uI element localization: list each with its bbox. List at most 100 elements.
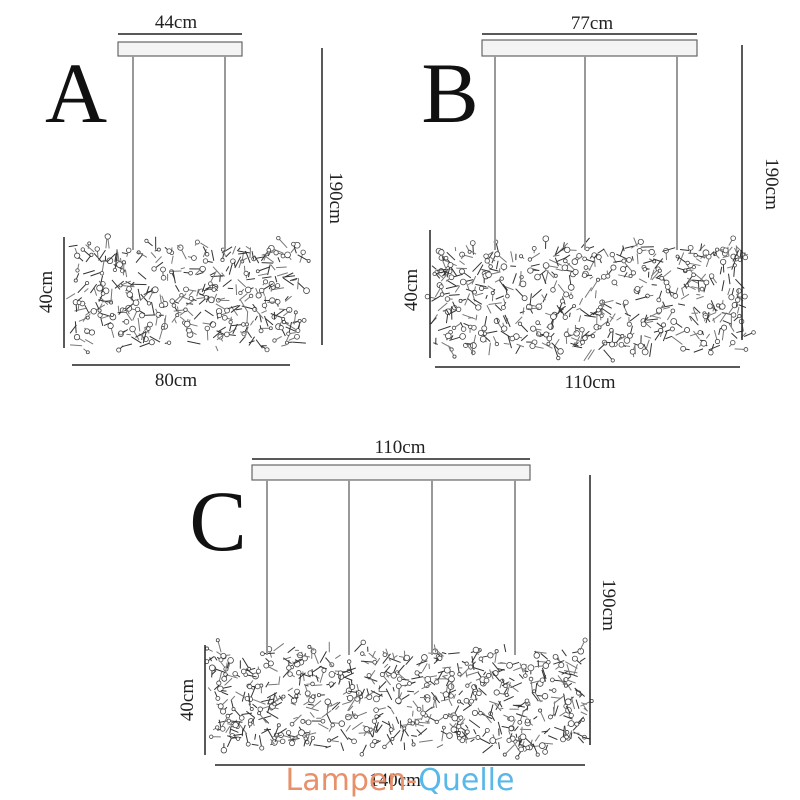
- branch: [494, 703, 502, 712]
- branch: [445, 309, 451, 316]
- crystal: [286, 665, 292, 671]
- crystal: [574, 721, 580, 727]
- crystal: [424, 676, 432, 683]
- branch: [554, 726, 565, 732]
- branch: [178, 293, 187, 303]
- crystal: [146, 326, 151, 331]
- crystal: [97, 308, 102, 313]
- branch: [210, 270, 218, 283]
- crystal: [420, 710, 426, 717]
- branch: [693, 306, 701, 314]
- crystal: [519, 733, 527, 741]
- branch: [384, 663, 389, 668]
- crystal: [88, 329, 96, 336]
- branch: [221, 691, 229, 696]
- crystal: [328, 681, 335, 687]
- branch: [236, 247, 241, 252]
- branch: [540, 653, 549, 660]
- branch: [448, 294, 460, 296]
- crystal: [199, 265, 206, 273]
- branch: [662, 247, 676, 252]
- crystal: [73, 278, 78, 283]
- branch: [384, 671, 390, 678]
- branch: [287, 693, 295, 700]
- branch: [426, 714, 432, 724]
- branch: [135, 331, 147, 338]
- branch: [182, 296, 190, 301]
- crystal: [460, 326, 467, 332]
- branch: [335, 705, 340, 710]
- branch: [335, 654, 341, 659]
- crystal: [298, 729, 305, 737]
- branch: [436, 744, 444, 749]
- crystal: [171, 303, 177, 308]
- branch: [552, 254, 560, 257]
- crystal: [147, 321, 153, 328]
- branch: [471, 275, 477, 285]
- branch: [465, 280, 470, 290]
- branch: [124, 269, 128, 278]
- branch: [687, 262, 701, 267]
- branch: [400, 724, 409, 737]
- branch: [395, 716, 400, 725]
- crystal: [224, 307, 230, 314]
- branch: [214, 656, 218, 661]
- branch: [284, 295, 292, 302]
- crystal: [221, 314, 228, 321]
- branch: [523, 670, 529, 673]
- branch: [555, 268, 563, 272]
- crystal: [303, 736, 308, 741]
- branch: [227, 304, 239, 310]
- branch: [583, 349, 592, 362]
- branch: [103, 321, 112, 326]
- crystal: [432, 271, 437, 277]
- crystal: [708, 273, 715, 279]
- crystal: [151, 266, 157, 272]
- branch: [288, 738, 300, 741]
- branch: [418, 728, 428, 737]
- crystal: [472, 289, 477, 295]
- canopy: [251, 464, 531, 481]
- branch: [515, 316, 523, 325]
- variant-letter: C: [189, 473, 246, 569]
- branch: [589, 276, 594, 280]
- branch: [609, 315, 614, 320]
- branch: [465, 671, 480, 677]
- branch: [574, 687, 585, 697]
- branch: [441, 727, 445, 742]
- crystal: [443, 713, 449, 720]
- crystal: [134, 306, 141, 313]
- branch: [298, 674, 302, 686]
- branch: [386, 734, 394, 746]
- crystal: [379, 672, 385, 677]
- crystal: [471, 709, 479, 716]
- branch: [496, 317, 499, 324]
- branch: [622, 303, 629, 316]
- branch: [225, 251, 232, 258]
- crystal: [274, 299, 281, 305]
- crystal: [505, 293, 510, 299]
- branch: [246, 278, 256, 281]
- crystal: [508, 715, 515, 722]
- crystal: [582, 637, 588, 643]
- branch: [267, 697, 271, 705]
- crystal: [719, 303, 726, 310]
- branch: [328, 661, 333, 667]
- branch: [282, 277, 295, 286]
- crystal: [188, 296, 194, 301]
- crystal: [289, 740, 295, 747]
- crystal: [278, 325, 284, 331]
- branch: [364, 690, 376, 699]
- branch: [463, 729, 467, 744]
- branch: [242, 724, 246, 732]
- branch: [416, 660, 428, 666]
- branch: [296, 654, 310, 658]
- branch: [264, 315, 269, 327]
- branch: [330, 701, 339, 707]
- branch: [535, 682, 538, 693]
- branch: [151, 301, 155, 315]
- crystal: [275, 283, 281, 289]
- branch: [311, 700, 322, 709]
- branch: [421, 683, 432, 690]
- branch: [241, 728, 244, 737]
